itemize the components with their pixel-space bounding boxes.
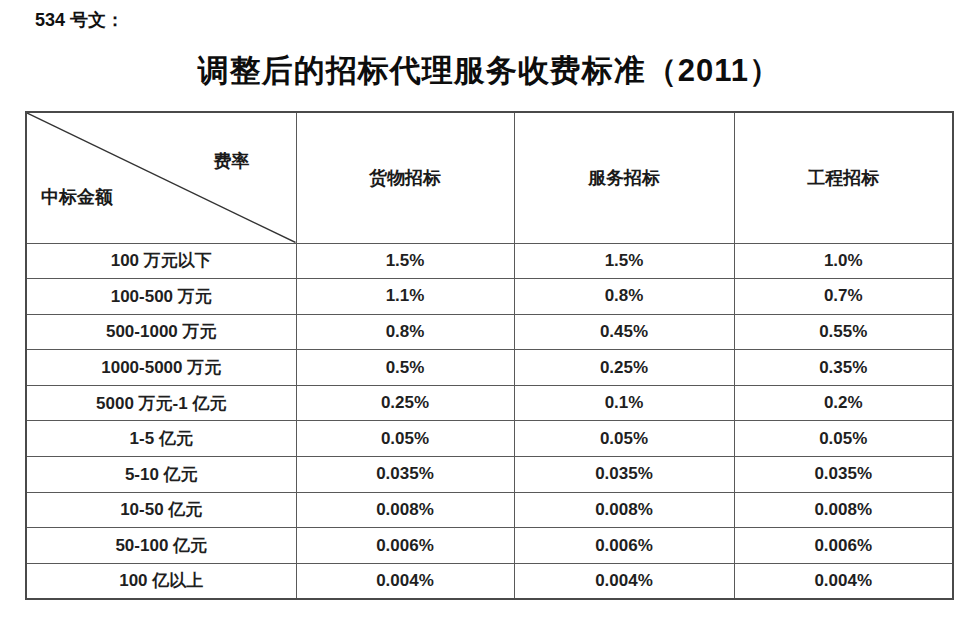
table-row: 1-5 亿元 0.05% 0.05% 0.05%	[26, 421, 953, 457]
table-cell: 0.8%	[514, 279, 734, 315]
document-page: 534 号文： 调整后的招标代理服务收费标准（2011） 费率 中标金额 货物招…	[0, 0, 979, 629]
table-cell: 0.7%	[734, 279, 953, 315]
diagonal-divider-line	[27, 113, 296, 243]
table-cell: 0.05%	[514, 421, 734, 457]
row-label: 100-500 万元	[26, 279, 296, 315]
table-cell: 0.008%	[296, 492, 514, 528]
table-row: 1000-5000 万元 0.5% 0.25% 0.35%	[26, 350, 953, 386]
table-cell: 1.0%	[734, 243, 953, 279]
table-cell: 0.05%	[296, 421, 514, 457]
table-cell: 0.1%	[514, 385, 734, 421]
row-label: 5000 万元-1 亿元	[26, 385, 296, 421]
table-cell: 0.004%	[514, 563, 734, 599]
diagonal-corner-cell: 费率 中标金额	[26, 112, 296, 243]
row-label: 100 万元以下	[26, 243, 296, 279]
doc-number-label: 534 号文：	[35, 8, 124, 32]
table-row: 5000 万元-1 亿元 0.25% 0.1% 0.2%	[26, 385, 953, 421]
table-cell: 1.1%	[296, 279, 514, 315]
table-cell: 0.35%	[734, 350, 953, 386]
row-label: 1000-5000 万元	[26, 350, 296, 386]
table-header-row: 费率 中标金额 货物招标 服务招标 工程招标	[26, 112, 953, 243]
page-title: 调整后的招标代理服务收费标准（2011）	[0, 50, 979, 92]
corner-label-fee-rate: 费率	[214, 149, 250, 173]
table-row: 100 亿以上 0.004% 0.004% 0.004%	[26, 563, 953, 599]
row-label: 50-100 亿元	[26, 528, 296, 564]
table-cell: 0.05%	[734, 421, 953, 457]
table-cell: 0.035%	[296, 457, 514, 493]
table-cell: 0.25%	[514, 350, 734, 386]
row-label: 5-10 亿元	[26, 457, 296, 493]
table-cell: 0.004%	[296, 563, 514, 599]
table-cell: 1.5%	[514, 243, 734, 279]
table-cell: 0.25%	[296, 385, 514, 421]
table-row: 50-100 亿元 0.006% 0.006% 0.006%	[26, 528, 953, 564]
table-cell: 0.006%	[514, 528, 734, 564]
fee-rate-table: 费率 中标金额 货物招标 服务招标 工程招标 100 万元以下 1.5% 1.5…	[25, 111, 954, 600]
table-cell: 0.006%	[734, 528, 953, 564]
table-cell: 0.008%	[734, 492, 953, 528]
table-row: 100-500 万元 1.1% 0.8% 0.7%	[26, 279, 953, 315]
column-header-services: 服务招标	[514, 112, 734, 243]
table-cell: 0.008%	[514, 492, 734, 528]
corner-label-bid-amount: 中标金额	[41, 185, 113, 209]
table-cell: 0.006%	[296, 528, 514, 564]
row-label: 500-1000 万元	[26, 314, 296, 350]
row-label: 10-50 亿元	[26, 492, 296, 528]
column-header-engineering: 工程招标	[734, 112, 953, 243]
table-row: 100 万元以下 1.5% 1.5% 1.0%	[26, 243, 953, 279]
row-label: 1-5 亿元	[26, 421, 296, 457]
column-header-goods: 货物招标	[296, 112, 514, 243]
table-cell: 0.8%	[296, 314, 514, 350]
table-row: 10-50 亿元 0.008% 0.008% 0.008%	[26, 492, 953, 528]
table-cell: 0.2%	[734, 385, 953, 421]
table-cell: 0.5%	[296, 350, 514, 386]
table-row: 500-1000 万元 0.8% 0.45% 0.55%	[26, 314, 953, 350]
table-cell: 0.004%	[734, 563, 953, 599]
table-cell: 0.45%	[514, 314, 734, 350]
table-cell: 0.035%	[734, 457, 953, 493]
table-cell: 0.035%	[514, 457, 734, 493]
row-label: 100 亿以上	[26, 563, 296, 599]
table-cell: 0.55%	[734, 314, 953, 350]
table-row: 5-10 亿元 0.035% 0.035% 0.035%	[26, 457, 953, 493]
table-cell: 1.5%	[296, 243, 514, 279]
